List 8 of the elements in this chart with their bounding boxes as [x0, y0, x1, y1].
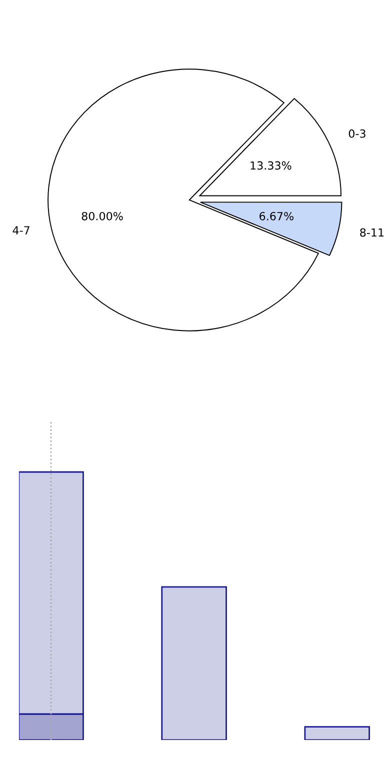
bar [304, 726, 370, 740]
data-label: 80.00% [82, 212, 123, 220]
slice-label: 4-7 [12, 226, 30, 234]
slice-label: 0-3 [348, 129, 366, 138]
bar [161, 586, 227, 740]
data-label: 13.33% [250, 161, 292, 170]
data-label: 6.67% [260, 212, 294, 220]
slice-label: 8-11 [360, 228, 384, 237]
